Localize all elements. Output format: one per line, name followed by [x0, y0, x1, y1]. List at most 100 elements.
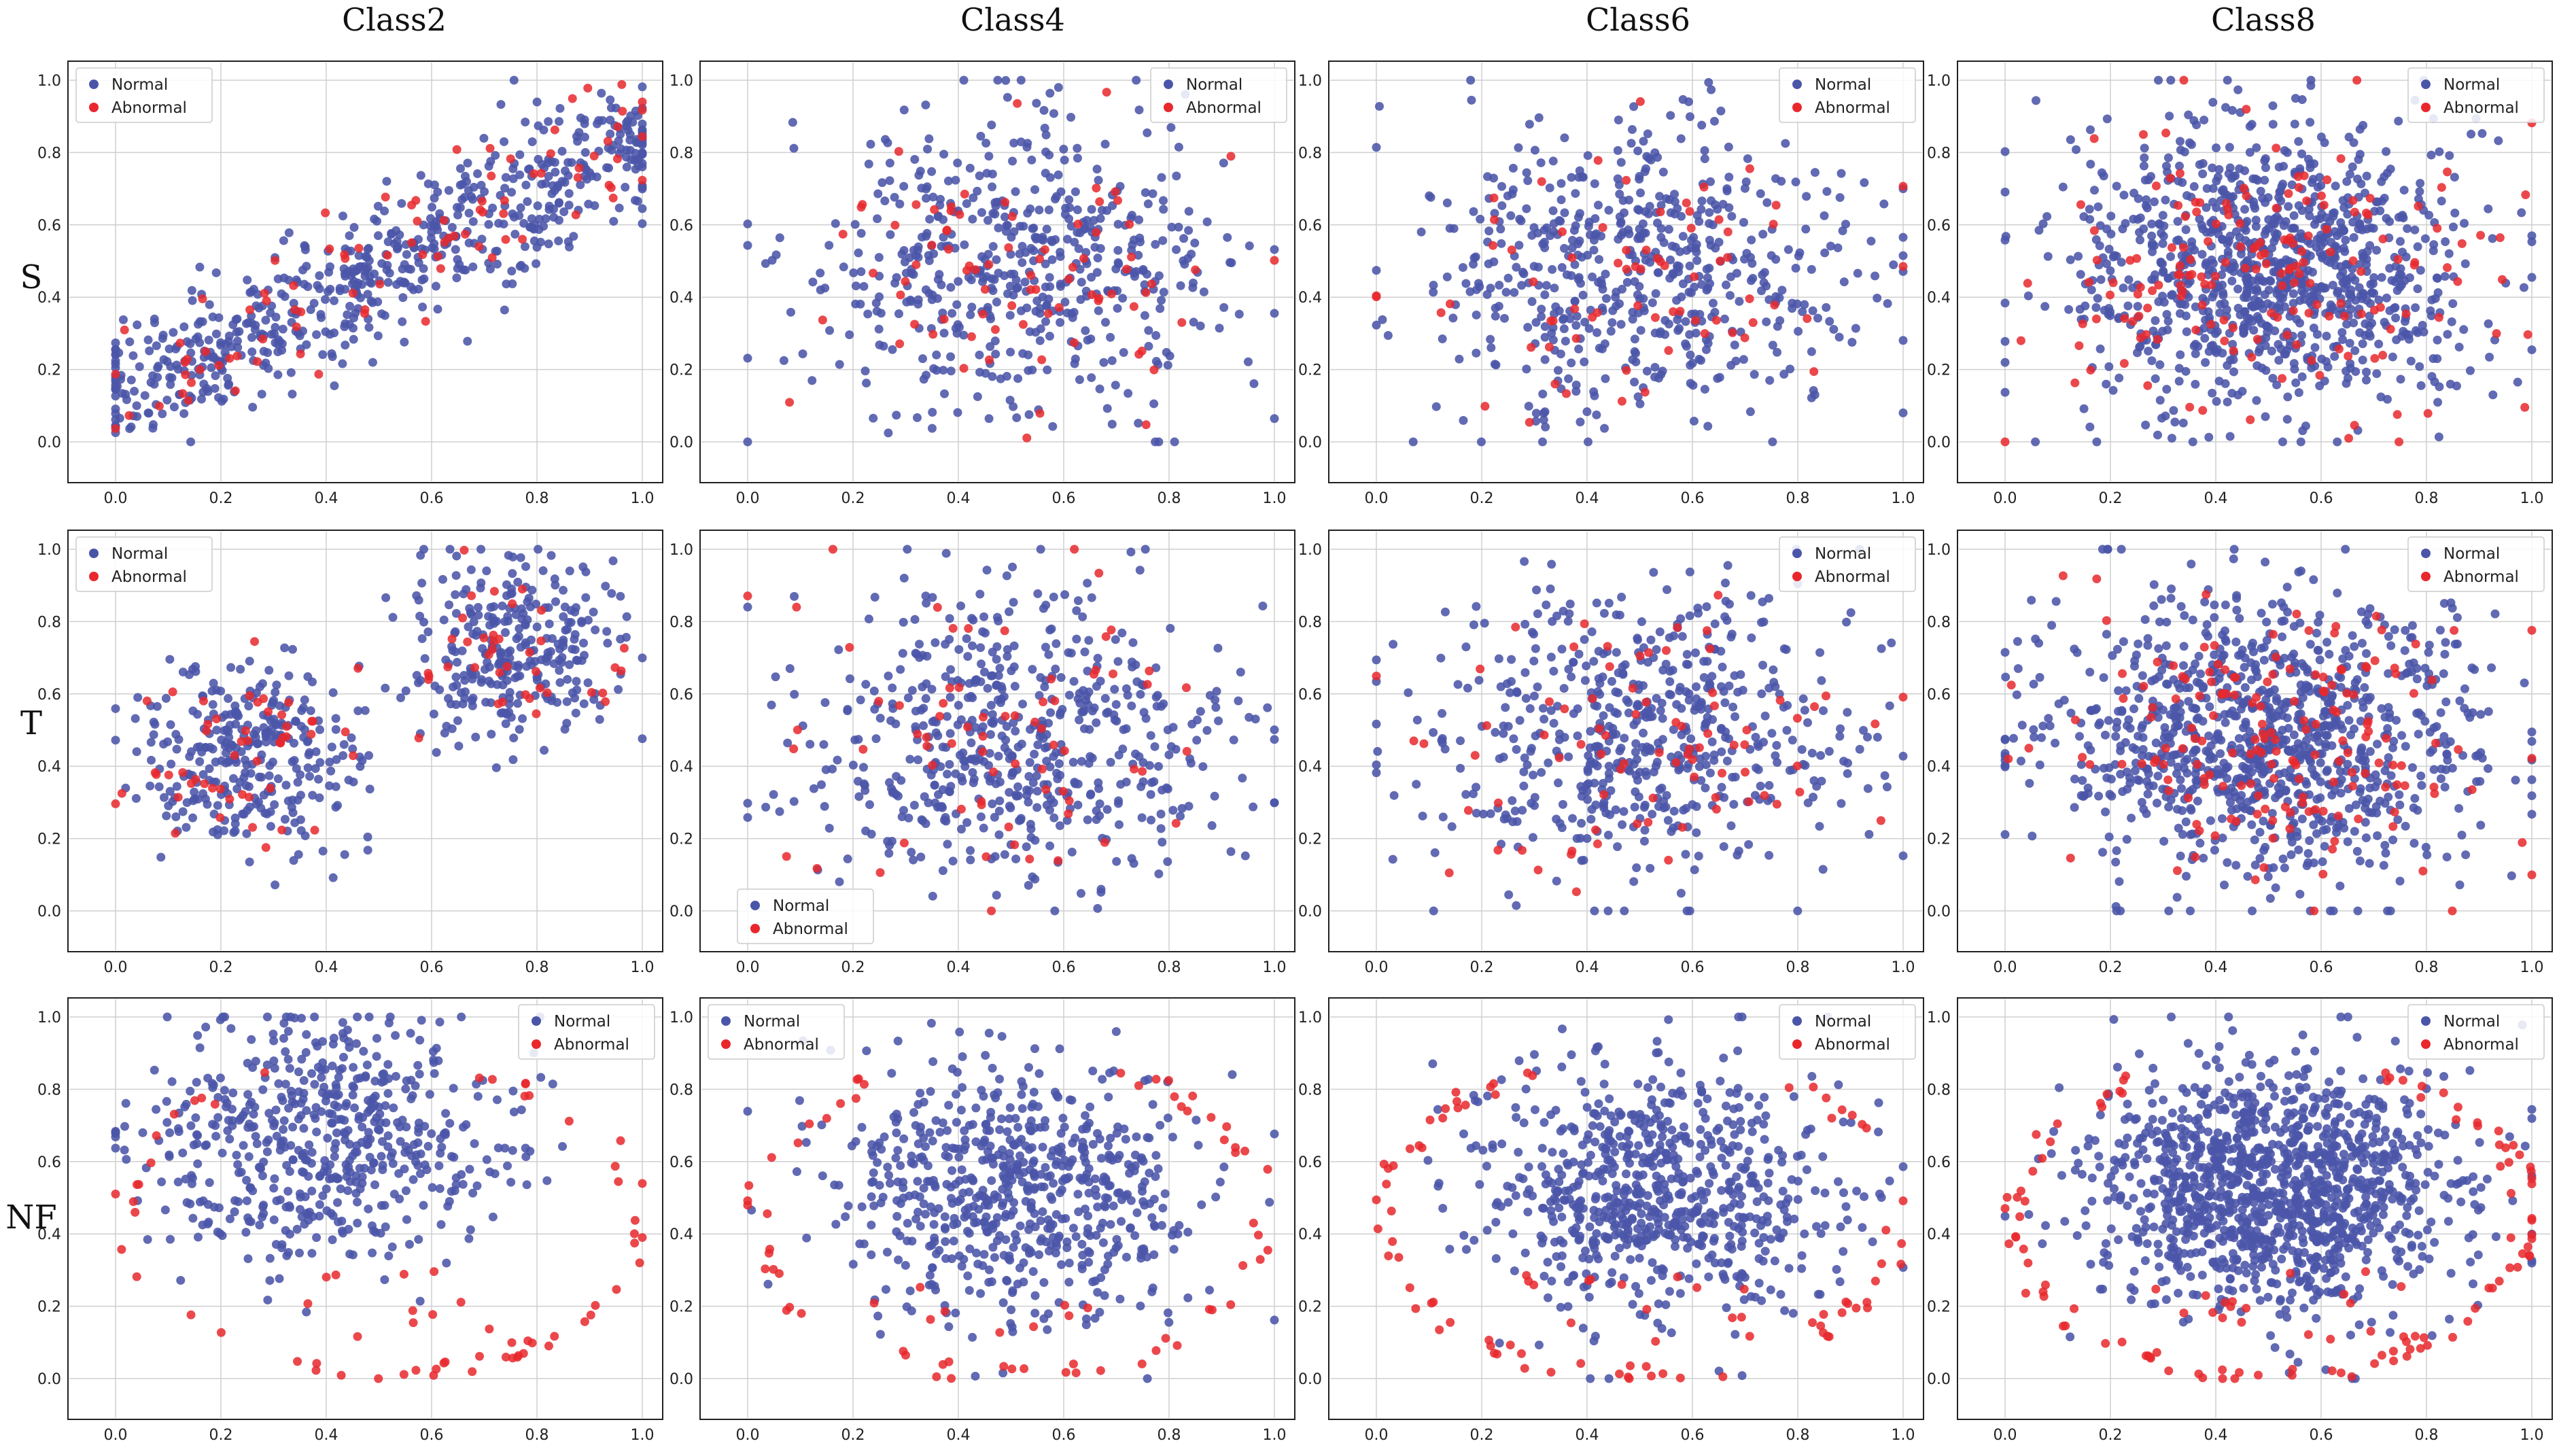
point-normal: [2214, 165, 2224, 174]
point-normal: [1480, 619, 1489, 628]
point-abnormal: [606, 183, 616, 192]
point-normal: [1700, 154, 1709, 164]
point-normal: [188, 706, 198, 716]
point-normal: [579, 699, 589, 708]
point-abnormal: [184, 396, 193, 405]
point-normal: [2308, 178, 2317, 188]
point-normal: [1163, 360, 1172, 370]
point-normal: [1758, 270, 1767, 279]
point-normal: [1747, 258, 1757, 268]
point-normal: [1564, 374, 1573, 383]
point-normal: [1007, 666, 1016, 676]
point-normal: [482, 566, 491, 576]
point-normal: [459, 671, 469, 680]
point-abnormal: [2278, 374, 2287, 383]
point-normal: [2366, 279, 2375, 289]
point-normal: [564, 189, 574, 198]
point-normal: [1426, 192, 1435, 202]
point-normal: [1017, 258, 1027, 267]
point-normal: [2444, 249, 2454, 258]
point-normal: [973, 392, 982, 401]
point-abnormal: [1171, 818, 1181, 828]
point-normal: [2208, 163, 2217, 173]
point-normal: [1001, 226, 1011, 236]
point-normal: [1667, 241, 1677, 251]
point-normal: [543, 158, 553, 168]
point-abnormal: [2423, 409, 2433, 418]
point-normal: [1729, 799, 1739, 809]
point-normal: [453, 716, 462, 725]
point-abnormal: [1740, 333, 1750, 343]
point-normal: [1442, 272, 1452, 281]
point-normal: [1639, 294, 1648, 303]
point-normal: [210, 383, 220, 393]
point-normal: [205, 300, 214, 309]
point-normal: [224, 694, 233, 704]
point-normal: [304, 750, 313, 760]
point-normal: [2241, 226, 2250, 235]
point-normal: [451, 245, 460, 254]
point-normal: [296, 791, 306, 800]
point-normal: [2214, 377, 2224, 386]
point-normal: [2174, 377, 2184, 386]
point-normal: [318, 846, 328, 856]
point-normal: [534, 225, 544, 235]
point-normal: [939, 215, 948, 224]
point-normal: [933, 275, 943, 284]
point-normal: [1654, 268, 1663, 277]
point-normal: [1270, 414, 1279, 424]
point-normal: [1578, 290, 1588, 300]
point-normal: [395, 230, 404, 240]
point-normal: [373, 201, 383, 211]
point-abnormal: [2235, 219, 2245, 228]
point-normal: [2242, 293, 2252, 302]
point-normal: [864, 159, 873, 169]
point-abnormal: [2074, 341, 2084, 351]
point-normal: [1705, 263, 1714, 273]
point-abnormal: [2363, 210, 2373, 220]
point-abnormal: [447, 634, 457, 644]
point-normal: [622, 122, 631, 131]
point-normal: [463, 336, 472, 346]
point-normal: [330, 381, 339, 391]
point-normal: [621, 632, 631, 642]
point-normal: [945, 614, 954, 623]
point-normal: [1047, 255, 1057, 264]
point-abnormal: [1745, 294, 1754, 303]
point-normal: [890, 192, 899, 202]
panel-t-class4: 0.00.00.20.20.40.40.60.60.80.81.01.0Norm…: [669, 530, 1295, 976]
point-normal: [1085, 752, 1095, 761]
point-normal: [828, 764, 837, 774]
point-normal: [1005, 311, 1015, 320]
point-normal: [1820, 211, 1829, 220]
point-normal: [496, 100, 506, 109]
point-normal: [328, 688, 338, 697]
point-normal: [2208, 184, 2218, 193]
point-abnormal: [225, 353, 234, 363]
point-normal: [1144, 341, 1153, 351]
point-normal: [1686, 235, 1696, 245]
point-normal: [308, 677, 317, 687]
point-abnormal: [2322, 175, 2332, 185]
point-normal: [986, 730, 995, 740]
y-tick-label: 0.4: [37, 759, 61, 776]
point-normal: [1211, 695, 1220, 705]
legend-label-normal: Normal: [1186, 76, 1242, 94]
point-normal: [1113, 304, 1122, 313]
point-normal: [621, 182, 630, 192]
point-normal: [2261, 321, 2271, 330]
col-title-class8: Class8: [2211, 1, 2316, 38]
point-normal: [988, 182, 997, 192]
point-normal: [270, 800, 279, 810]
point-abnormal: [1058, 786, 1068, 796]
point-normal: [2329, 211, 2338, 221]
point-normal: [272, 680, 281, 690]
point-normal: [468, 217, 478, 226]
point-abnormal: [2023, 279, 2032, 288]
point-normal: [1660, 330, 1670, 339]
point-normal: [1080, 224, 1090, 233]
point-normal: [1531, 317, 1541, 327]
point-normal: [431, 281, 440, 291]
point-normal: [554, 198, 563, 208]
panel-s-class2: 0.00.00.20.20.40.40.60.60.80.81.01.0 Norm…: [37, 60, 663, 507]
